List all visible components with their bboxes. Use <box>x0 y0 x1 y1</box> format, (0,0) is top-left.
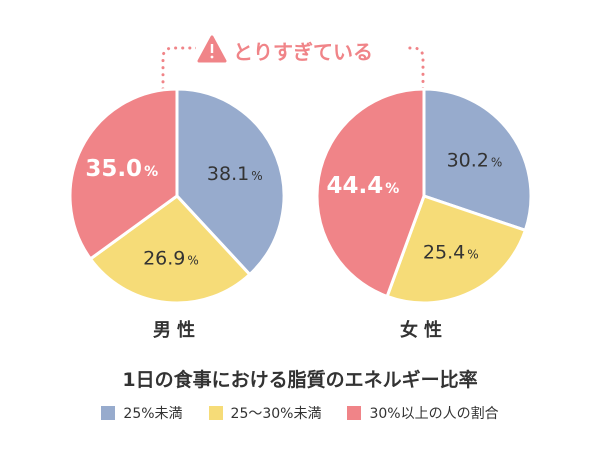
legend-swatch <box>101 406 116 420</box>
legend-label: 30%以上の人の割合 <box>369 406 499 422</box>
legend-item-25-to-30: 25〜30%未満 <box>208 403 322 423</box>
pie-slice-female-1 <box>385 194 527 305</box>
series-label-female: 女性 <box>400 319 448 341</box>
chart-title: 1日の食事における脂質のエネルギー比率 <box>122 368 477 391</box>
annotation-label: とりすぎている <box>233 40 373 64</box>
legend-swatch <box>208 406 223 420</box>
legend-label: 25〜30%未満 <box>230 406 322 422</box>
pie-value-label-male-1: 26.9% <box>143 247 199 269</box>
legend-item-30-plus: 30%以上の人の割合 <box>347 403 499 423</box>
pie-slice-male-1 <box>88 194 252 305</box>
pie-slice-female-2 <box>315 87 426 298</box>
pie-value-label-female-1: 25.4% <box>423 242 479 264</box>
legend-label: 25%未満 <box>123 406 183 422</box>
warning-icon <box>197 35 227 63</box>
pie-slice-male-0 <box>175 87 286 276</box>
pie-value-label-female-0: 30.2% <box>447 149 503 171</box>
pie-value-label-male-0: 38.1% <box>207 163 263 185</box>
pie-slice-male-2 <box>68 87 179 261</box>
overconsumption-connector <box>161 46 425 91</box>
legend-swatch <box>347 406 362 420</box>
pie-slice-female-0 <box>422 87 533 232</box>
legend-item-under-25: 25%未満 <box>101 403 183 423</box>
series-label-male: 男性 <box>153 319 201 341</box>
legend: 25%未満 25〜30%未満 30%以上の人の割合 <box>0 403 600 423</box>
